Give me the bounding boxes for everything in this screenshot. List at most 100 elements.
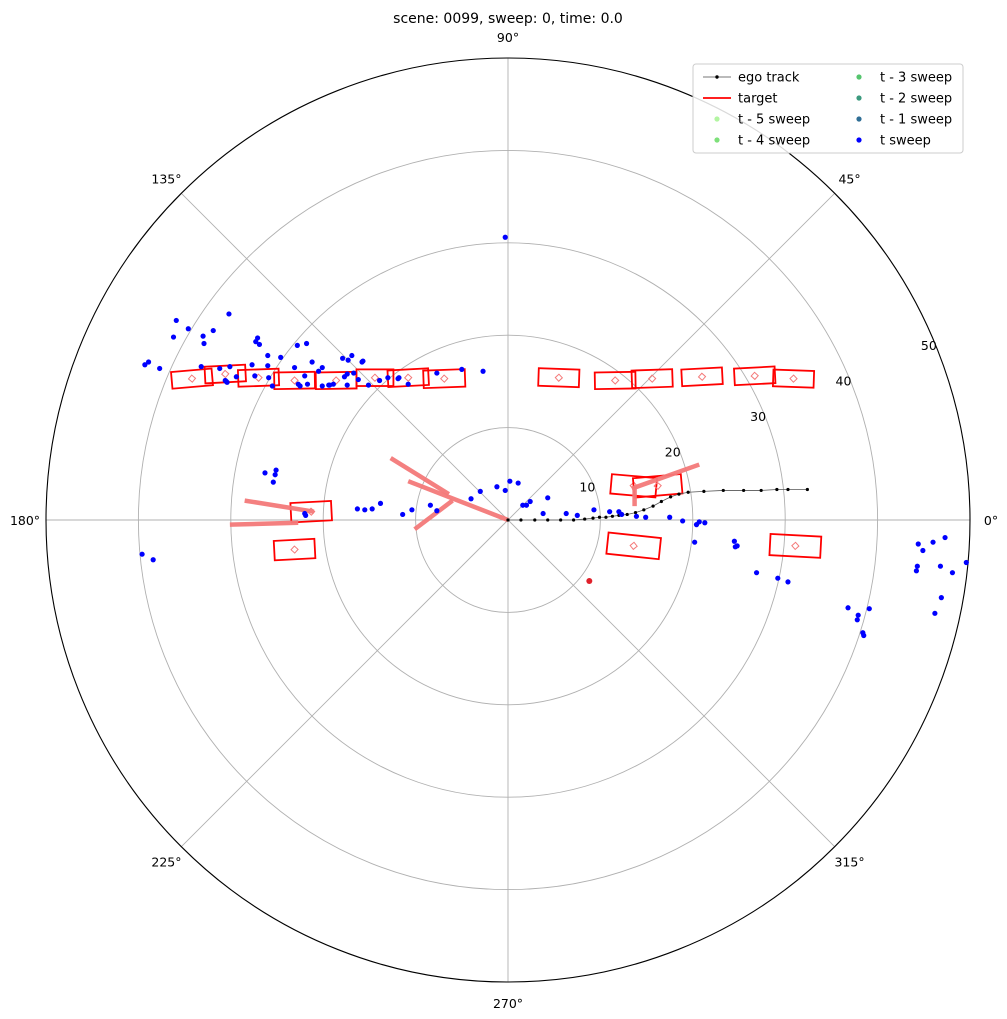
- t-sweep-point-69: [355, 506, 360, 511]
- t-sweep-point-107: [775, 576, 780, 581]
- t-sweep-point-45: [342, 374, 347, 379]
- t-sweep-point-38: [298, 383, 303, 388]
- t-sweep-point-88: [564, 511, 569, 516]
- t-sweep-point-120: [930, 540, 935, 545]
- legend-label: t - 1 sweep: [880, 113, 952, 128]
- legend-marker: [856, 95, 861, 100]
- r-tick-label-20: 20: [665, 444, 681, 459]
- ego-track-point-2: [533, 518, 536, 521]
- r-tick-label-50: 50: [921, 338, 937, 353]
- t-sweep-point-75: [428, 503, 433, 508]
- t-sweep-point-53: [255, 335, 260, 340]
- t-sweep-point-105: [754, 570, 759, 575]
- ego-track-point-10: [611, 515, 614, 518]
- t-sweep-point-0: [503, 235, 508, 240]
- t-sweep-point-116: [932, 611, 937, 616]
- t-sweep-point-54: [226, 311, 231, 316]
- t-sweep-point-24: [146, 359, 151, 364]
- legend-label: target: [738, 92, 778, 107]
- t-sweep-point-17: [252, 373, 257, 378]
- t-sweep-point-104: [732, 539, 737, 544]
- t-sweep-point-4: [406, 382, 411, 387]
- t-sweep-point-6: [377, 378, 382, 383]
- t-sweep-point-81: [507, 479, 512, 484]
- t-sweep-point-34: [224, 379, 229, 384]
- t-sweep-point-42: [396, 375, 401, 380]
- t-sweep-point-89: [575, 513, 580, 518]
- t-sweep-point-119: [915, 564, 920, 569]
- legend-label: t - 4 sweep: [738, 134, 810, 149]
- ego-track-point-19: [687, 491, 690, 494]
- t-sweep-point-56: [201, 341, 206, 346]
- ego-track-point-12: [626, 513, 629, 516]
- t-sweep-point-47: [359, 359, 364, 364]
- theta-tick-label-6: 270°: [493, 996, 523, 1011]
- t-sweep-point-124: [950, 570, 955, 575]
- t-sweep-point-26: [266, 375, 271, 380]
- legend-marker: [714, 116, 719, 121]
- t-sweep-point-1: [480, 369, 485, 374]
- r-tick-label-30: 30: [750, 409, 766, 424]
- legend-label: t sweep: [880, 134, 931, 149]
- t-sweep-point-48: [346, 358, 351, 363]
- t-sweep-point-114: [916, 541, 921, 546]
- t-sweep-point-15: [278, 355, 283, 360]
- t-sweep-point-50: [310, 359, 315, 364]
- t-sweep-point-77: [468, 496, 473, 501]
- t-sweep-point-18: [234, 374, 239, 379]
- ego-track-point-16: [660, 500, 663, 503]
- t-sweep-point-106: [785, 579, 790, 584]
- t-sweep-point-30: [295, 343, 300, 348]
- t-sweep-point-46: [351, 370, 356, 375]
- ego-track-point-22: [742, 489, 745, 492]
- t-sweep-point-60: [171, 334, 176, 339]
- t-sweep-point-63: [262, 470, 267, 475]
- t-sweep-point-49: [340, 356, 345, 361]
- t-sweep-point-118: [914, 568, 919, 573]
- t-sweep-point-16: [270, 383, 275, 388]
- t-sweep-point-36: [305, 382, 310, 387]
- t-sweep-point-72: [378, 501, 383, 506]
- t-sweep-point-40: [356, 377, 361, 382]
- t-sweep-point-13: [302, 373, 307, 378]
- t-sweep-point-7: [366, 382, 371, 387]
- t-sweep-point-80: [503, 488, 508, 493]
- t-sweep-point-61: [139, 552, 144, 557]
- t-sweep-point-65: [273, 472, 278, 477]
- velocity-line-4: [230, 523, 298, 525]
- theta-tick-label-1: 45°: [838, 171, 860, 186]
- legend-label: t - 2 sweep: [880, 92, 952, 107]
- legend-label: t - 3 sweep: [880, 71, 952, 86]
- t-sweep-point-2: [459, 367, 464, 372]
- t-sweep-point-111: [867, 606, 872, 611]
- t-sweep-point-84: [524, 503, 529, 508]
- t-sweep-point-3: [434, 370, 439, 375]
- legend-marker: [856, 137, 861, 142]
- t-sweep-point-39: [345, 382, 350, 387]
- legend-marker: [856, 116, 861, 121]
- ego-track-point-14: [642, 508, 645, 511]
- legend-label: t - 5 sweep: [738, 113, 810, 128]
- theta-tick-label-3: 135°: [151, 171, 181, 186]
- t-sweep-point-100: [697, 519, 702, 524]
- ego-track-point-21: [722, 489, 725, 492]
- chart-title: scene: 0099, sweep: 0, time: 0.0: [393, 11, 623, 27]
- ego-track-point-3: [546, 518, 549, 521]
- t-sweep-point-43: [349, 353, 354, 358]
- target-point: [586, 578, 592, 584]
- theta-tick-label-4: 180°: [10, 513, 40, 528]
- t-sweep-point-103: [733, 544, 738, 549]
- t-sweep-point-90: [591, 507, 596, 512]
- ego-track-point-18: [677, 493, 680, 496]
- t-sweep-point-58: [186, 326, 191, 331]
- t-sweep-point-68: [303, 513, 308, 518]
- t-sweep-point-27: [265, 363, 270, 368]
- t-sweep-point-113: [856, 613, 861, 618]
- t-sweep-point-117: [939, 595, 944, 600]
- t-sweep-point-85: [528, 499, 533, 504]
- ego-track-point-24: [775, 488, 778, 491]
- t-sweep-point-123: [938, 564, 943, 569]
- ego-track-point-9: [604, 516, 607, 519]
- ego-track-point-23: [760, 489, 763, 492]
